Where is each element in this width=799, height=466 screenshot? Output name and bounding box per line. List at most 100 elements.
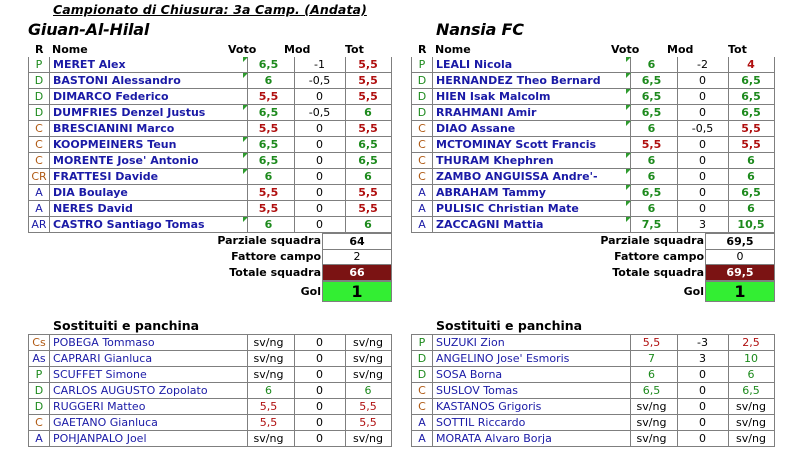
player-name[interactable]: DUMFRIES Denzel Justus [49, 105, 248, 121]
player-mod: 0 [677, 201, 729, 217]
parziale-label: Parziale squadra [600, 234, 704, 247]
player-tot: 5,5 [345, 399, 392, 415]
player-name[interactable]: BASTONI Alessandro [49, 73, 248, 89]
player-name[interactable]: PULISIC Christian Mate [432, 201, 631, 217]
totale-label: Totale squadra [229, 266, 321, 279]
player-role: P [28, 57, 50, 73]
player-name[interactable]: MORENTE Jose' Antonio [49, 153, 248, 169]
player-mod: -0,5 [294, 73, 346, 89]
player-mod: 0 [294, 201, 346, 217]
player-tot: 6 [728, 367, 775, 383]
player-row: CR FRATTESI Davide 6 0 6 [28, 169, 392, 185]
player-name[interactable]: BRESCIANINI Marco [49, 121, 248, 137]
player-role: P [411, 57, 433, 73]
player-row: D ANGELINO Jose' Esmoris 7 3 10 [411, 351, 775, 367]
player-name[interactable]: SUZUKI Zion [432, 334, 631, 351]
player-voto: sv/ng [243, 334, 295, 351]
player-name[interactable]: POBEGA Tommaso [49, 334, 248, 351]
player-mod: 0 [677, 137, 729, 153]
player-name[interactable]: ZACCAGNI Mattia [432, 217, 631, 233]
away-subs-title: Sostituiti e panchina [436, 318, 583, 333]
player-tot: sv/ng [728, 399, 775, 415]
player-voto: 5,5 [243, 185, 295, 201]
player-name[interactable]: CASTRO Santiago Tomas [49, 217, 248, 233]
player-tot: sv/ng [345, 431, 392, 447]
player-name[interactable]: POHJANPALO Joel [49, 431, 248, 447]
player-name[interactable]: CARLOS AUGUSTO Zopolato [49, 383, 248, 399]
player-row: A DIA Boulaye 5,5 0 5,5 [28, 185, 392, 201]
player-mod: 3 [677, 217, 729, 233]
player-name[interactable]: ABRAHAM Tammy [432, 185, 631, 201]
player-row: C MORENTE Jose' Antonio 6,5 0 6,5 [28, 153, 392, 169]
player-tot: 6 [345, 383, 392, 399]
player-name[interactable]: RUGGERI Matteo [49, 399, 248, 415]
player-mod: 0 [294, 185, 346, 201]
player-voto: 6 [626, 201, 678, 217]
player-role: P [411, 334, 433, 351]
player-role: AR [28, 217, 50, 233]
player-name[interactable]: SOSA Borna [432, 367, 631, 383]
player-row: A PULISIC Christian Mate 6 0 6 [411, 201, 775, 217]
player-role: D [28, 89, 50, 105]
player-tot: 6 [345, 169, 392, 185]
player-name[interactable]: MERET Alex [49, 57, 248, 73]
player-name[interactable]: MORATA Alvaro Borja [432, 431, 631, 447]
player-row: D HERNANDEZ Theo Bernard 6,5 0 6,5 [411, 73, 775, 89]
header-tot: Tot [345, 43, 364, 56]
player-name[interactable]: KASTANOS Grigoris [432, 399, 631, 415]
player-role: D [28, 383, 50, 399]
player-name[interactable]: SCUFFET Simone [49, 367, 248, 383]
player-mod: 0 [294, 431, 346, 447]
player-voto: 6 [243, 217, 295, 233]
player-tot: 6,5 [345, 153, 392, 169]
player-role: C [28, 153, 50, 169]
player-name[interactable]: MCTOMINAY Scott Francis [432, 137, 631, 153]
player-name[interactable]: NERES David [49, 201, 248, 217]
player-mod: -0,5 [677, 121, 729, 137]
player-name[interactable]: FRATTESI Davide [49, 169, 248, 185]
player-name[interactable]: DIA Boulaye [49, 185, 248, 201]
player-voto: 6,5 [243, 105, 295, 121]
player-role: C [28, 137, 50, 153]
player-voto: 6 [243, 73, 295, 89]
player-name[interactable]: ANGELINO Jose' Esmoris [432, 351, 631, 367]
player-name[interactable]: GAETANO Gianluca [49, 415, 248, 431]
player-voto: 6,5 [626, 185, 678, 201]
player-name[interactable]: HERNANDEZ Theo Bernard [432, 73, 631, 89]
player-mod: 0 [294, 383, 346, 399]
header-role: R [418, 43, 427, 56]
player-name[interactable]: SUSLOV Tomas [432, 383, 631, 399]
player-mod: 0 [677, 105, 729, 121]
player-voto: sv/ng [626, 399, 678, 415]
player-tot: 5,5 [345, 57, 392, 73]
player-name[interactable]: DIMARCO Federico [49, 89, 248, 105]
away-lineup-table: P LEALI Nicola 6 -2 4 D HERNANDEZ Theo Bernard… [411, 57, 775, 233]
player-voto: 6 [243, 383, 295, 399]
player-name[interactable]: SOTTIL Riccardo [432, 415, 631, 431]
player-voto: 6 [626, 121, 678, 137]
player-row: C DIAO Assane 6 -0,5 5,5 [411, 121, 775, 137]
player-row: C BRESCIANINI Marco 5,5 0 5,5 [28, 121, 392, 137]
player-name[interactable]: KOOPMEINERS Teun [49, 137, 248, 153]
player-voto: 5,5 [243, 399, 295, 415]
player-voto: 6 [243, 169, 295, 185]
player-mod: 0 [677, 185, 729, 201]
player-mod: -3 [677, 334, 729, 351]
player-name[interactable]: CAPRARI Gianluca [49, 351, 248, 367]
home-totals: Parziale squadra 64 Fattore campo 2 Tota… [28, 233, 392, 302]
player-name[interactable]: RRAHMANI Amir [432, 105, 631, 121]
player-tot: sv/ng [345, 367, 392, 383]
player-tot: 5,5 [345, 73, 392, 89]
player-name[interactable]: ZAMBO ANGUISSA Andre'- [432, 169, 631, 185]
player-row: C MCTOMINAY Scott Francis 5,5 0 5,5 [411, 137, 775, 153]
player-mod: 0 [677, 415, 729, 431]
player-role: CR [28, 169, 50, 185]
player-name[interactable]: LEALI Nicola [432, 57, 631, 73]
player-voto: sv/ng [243, 351, 295, 367]
player-role: A [411, 431, 433, 447]
player-name[interactable]: HIEN Isak Malcolm [432, 89, 631, 105]
player-name[interactable]: DIAO Assane [432, 121, 631, 137]
player-name[interactable]: THURAM Khephren [432, 153, 631, 169]
player-voto: 6,5 [626, 89, 678, 105]
player-role: C [411, 153, 433, 169]
